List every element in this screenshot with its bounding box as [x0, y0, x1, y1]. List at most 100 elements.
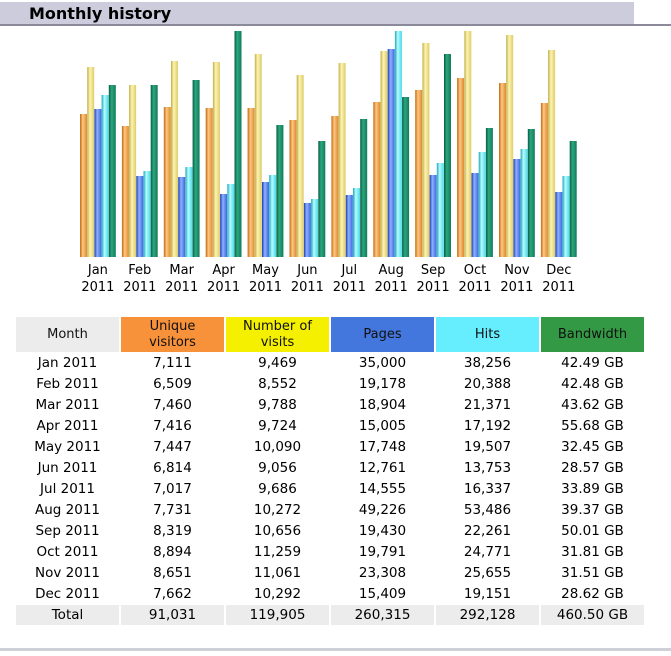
cell-pages: 15,409 [358, 586, 407, 602]
table-row: Jan 2011 7,111 9,469 35,000 38,256 42.49 GB [16, 353, 644, 373]
cell-bandwidth: 42.48 GB [561, 376, 624, 392]
cell-pages: 49,226 [358, 502, 407, 518]
total-row: Total 91,031 119,905 260,315 292,128 460.50 G… [16, 605, 644, 625]
cell-bandwidth: 42.49 GB [561, 355, 624, 371]
bar-unique-visitors-may-2011 [247, 108, 255, 257]
bar-bandwidth-mar-2011 [192, 80, 200, 257]
bar-hits-sep-2011 [436, 163, 444, 257]
header-unique-visitors: Unique visitors [121, 317, 224, 352]
bar-pages-sep-2011 [429, 175, 437, 257]
bar-unique-visitors-mar-2011 [163, 107, 171, 257]
bar-unique-visitors-aug-2011 [373, 102, 381, 257]
cell-visits: 10,292 [253, 586, 302, 602]
cell-hits: 16,337 [463, 481, 512, 497]
x-tick-label: 2011 [542, 280, 575, 295]
header-visits: Number of visits [226, 317, 329, 352]
x-tick-label: Feb [128, 263, 151, 278]
cell-visits: 10,272 [253, 502, 302, 518]
cell-hits: 19,507 [463, 439, 512, 455]
cell-hits: 13,753 [463, 460, 512, 476]
x-tick-label: 2011 [333, 280, 366, 295]
title-divider [0, 24, 671, 26]
x-tick-label: Sep [421, 263, 446, 278]
bottom-divider [0, 648, 671, 651]
table-row: Oct 2011 8,894 11,259 19,791 24,771 31.81 GB [16, 542, 644, 562]
cell-bandwidth: 31.81 GB [561, 544, 624, 560]
cell-visits: 8,552 [258, 376, 297, 392]
cell-visits: 9,686 [258, 481, 297, 497]
header-month: Month [16, 317, 119, 352]
cell-unique-visitors: 7,017 [153, 481, 192, 497]
cell-unique-visitors: 6,814 [153, 460, 192, 476]
cell-pages: 14,555 [358, 481, 407, 497]
header-label: Month [47, 326, 88, 342]
cell-pages: 23,308 [358, 565, 407, 581]
bar-visits-aug-2011 [380, 51, 388, 257]
x-tick-label: 2011 [81, 280, 114, 295]
cell-visits: 9,469 [258, 355, 297, 371]
x-tick-label: 2011 [165, 280, 198, 295]
cell-bandwidth: 32.45 GB [561, 439, 624, 455]
bar-pages-nov-2011 [513, 159, 521, 257]
x-tick-label: Oct [464, 263, 486, 278]
bar-visits-sep-2011 [422, 43, 430, 257]
bar-visits-may-2011 [254, 54, 262, 257]
cell-hits: 24,771 [463, 544, 512, 560]
cell-pages: 17,748 [358, 439, 407, 455]
bar-visits-jul-2011 [338, 63, 346, 257]
x-tick-label: May [252, 263, 279, 278]
bar-pages-oct-2011 [471, 173, 479, 257]
bar-bandwidth-aug-2011 [402, 97, 410, 257]
cell-pages: 19,430 [358, 523, 407, 539]
header-label: Unique [149, 318, 196, 334]
bar-pages-aug-2011 [387, 49, 395, 257]
bar-bandwidth-dec-2011 [569, 141, 577, 257]
bars-layer [80, 31, 577, 257]
table-row: Aug 2011 7,731 10,272 49,226 53,486 39.37 GB [16, 500, 644, 520]
header-pages: Pages [331, 317, 434, 352]
cell-pages: 18,904 [358, 397, 407, 413]
cell-visits: 119,905 [226, 605, 329, 625]
cell-unique-visitors: 7,447 [153, 439, 192, 455]
x-tick-label: Jun [296, 263, 317, 278]
cell-unique-visitors: 8,319 [153, 523, 192, 539]
table-row: Sep 2011 8,319 10,656 19,430 22,261 50.01 GB [16, 521, 644, 541]
bar-visits-oct-2011 [464, 31, 472, 257]
cell-unique-visitors: 7,111 [153, 355, 192, 371]
cell-unique-visitors: 6,509 [153, 376, 192, 392]
table-body: Jan 2011 7,111 9,469 35,000 38,256 42.49 GB Fe… [16, 353, 644, 625]
x-tick-label: Jan [87, 263, 108, 278]
bar-hits-jul-2011 [353, 188, 360, 257]
cell-bandwidth: 50.01 GB [561, 523, 624, 539]
bar-bandwidth-may-2011 [276, 125, 284, 257]
cell-month: May 2011 [34, 439, 101, 455]
bar-hits-may-2011 [269, 175, 277, 257]
cell-pages: 12,761 [358, 460, 407, 476]
cell-unique-visitors: 8,651 [153, 565, 192, 581]
cell-month: Nov 2011 [35, 565, 100, 581]
x-tick-label: 2011 [458, 280, 491, 295]
bar-unique-visitors-oct-2011 [457, 78, 465, 257]
bar-bandwidth-oct-2011 [485, 128, 493, 257]
cell-unique-visitors: 8,894 [153, 544, 192, 560]
cell-unique-visitors: 7,416 [153, 418, 192, 434]
cell-bandwidth: 31.51 GB [561, 565, 624, 581]
monthly-history-chart: Jan 2011 Feb 2011 Mar 2011 Apr 2011 May 2011 Jun 20… [80, 31, 577, 295]
bar-pages-feb-2011 [136, 176, 144, 257]
cell-pages: 19,791 [358, 544, 407, 560]
cell-bandwidth: 33.89 GB [561, 481, 624, 497]
x-tick-label: 2011 [123, 280, 156, 295]
cell-month: Apr 2011 [36, 418, 99, 434]
bar-unique-visitors-dec-2011 [540, 103, 548, 257]
monthly-history-table: Month Unique visitors Number of visits Pages H… [14, 316, 646, 626]
cell-unique-visitors: 91,031 [121, 605, 224, 625]
bar-visits-mar-2011 [171, 61, 178, 257]
section-title-bar: Monthly history [0, 2, 634, 24]
cell-month: Aug 2011 [34, 502, 100, 518]
x-tick-label: Apr [212, 263, 235, 278]
bar-visits-feb-2011 [129, 85, 137, 257]
cell-visits: 9,724 [258, 418, 297, 434]
bar-hits-dec-2011 [562, 176, 570, 257]
x-tick-label: Nov [504, 263, 530, 278]
bar-visits-dec-2011 [548, 50, 556, 257]
